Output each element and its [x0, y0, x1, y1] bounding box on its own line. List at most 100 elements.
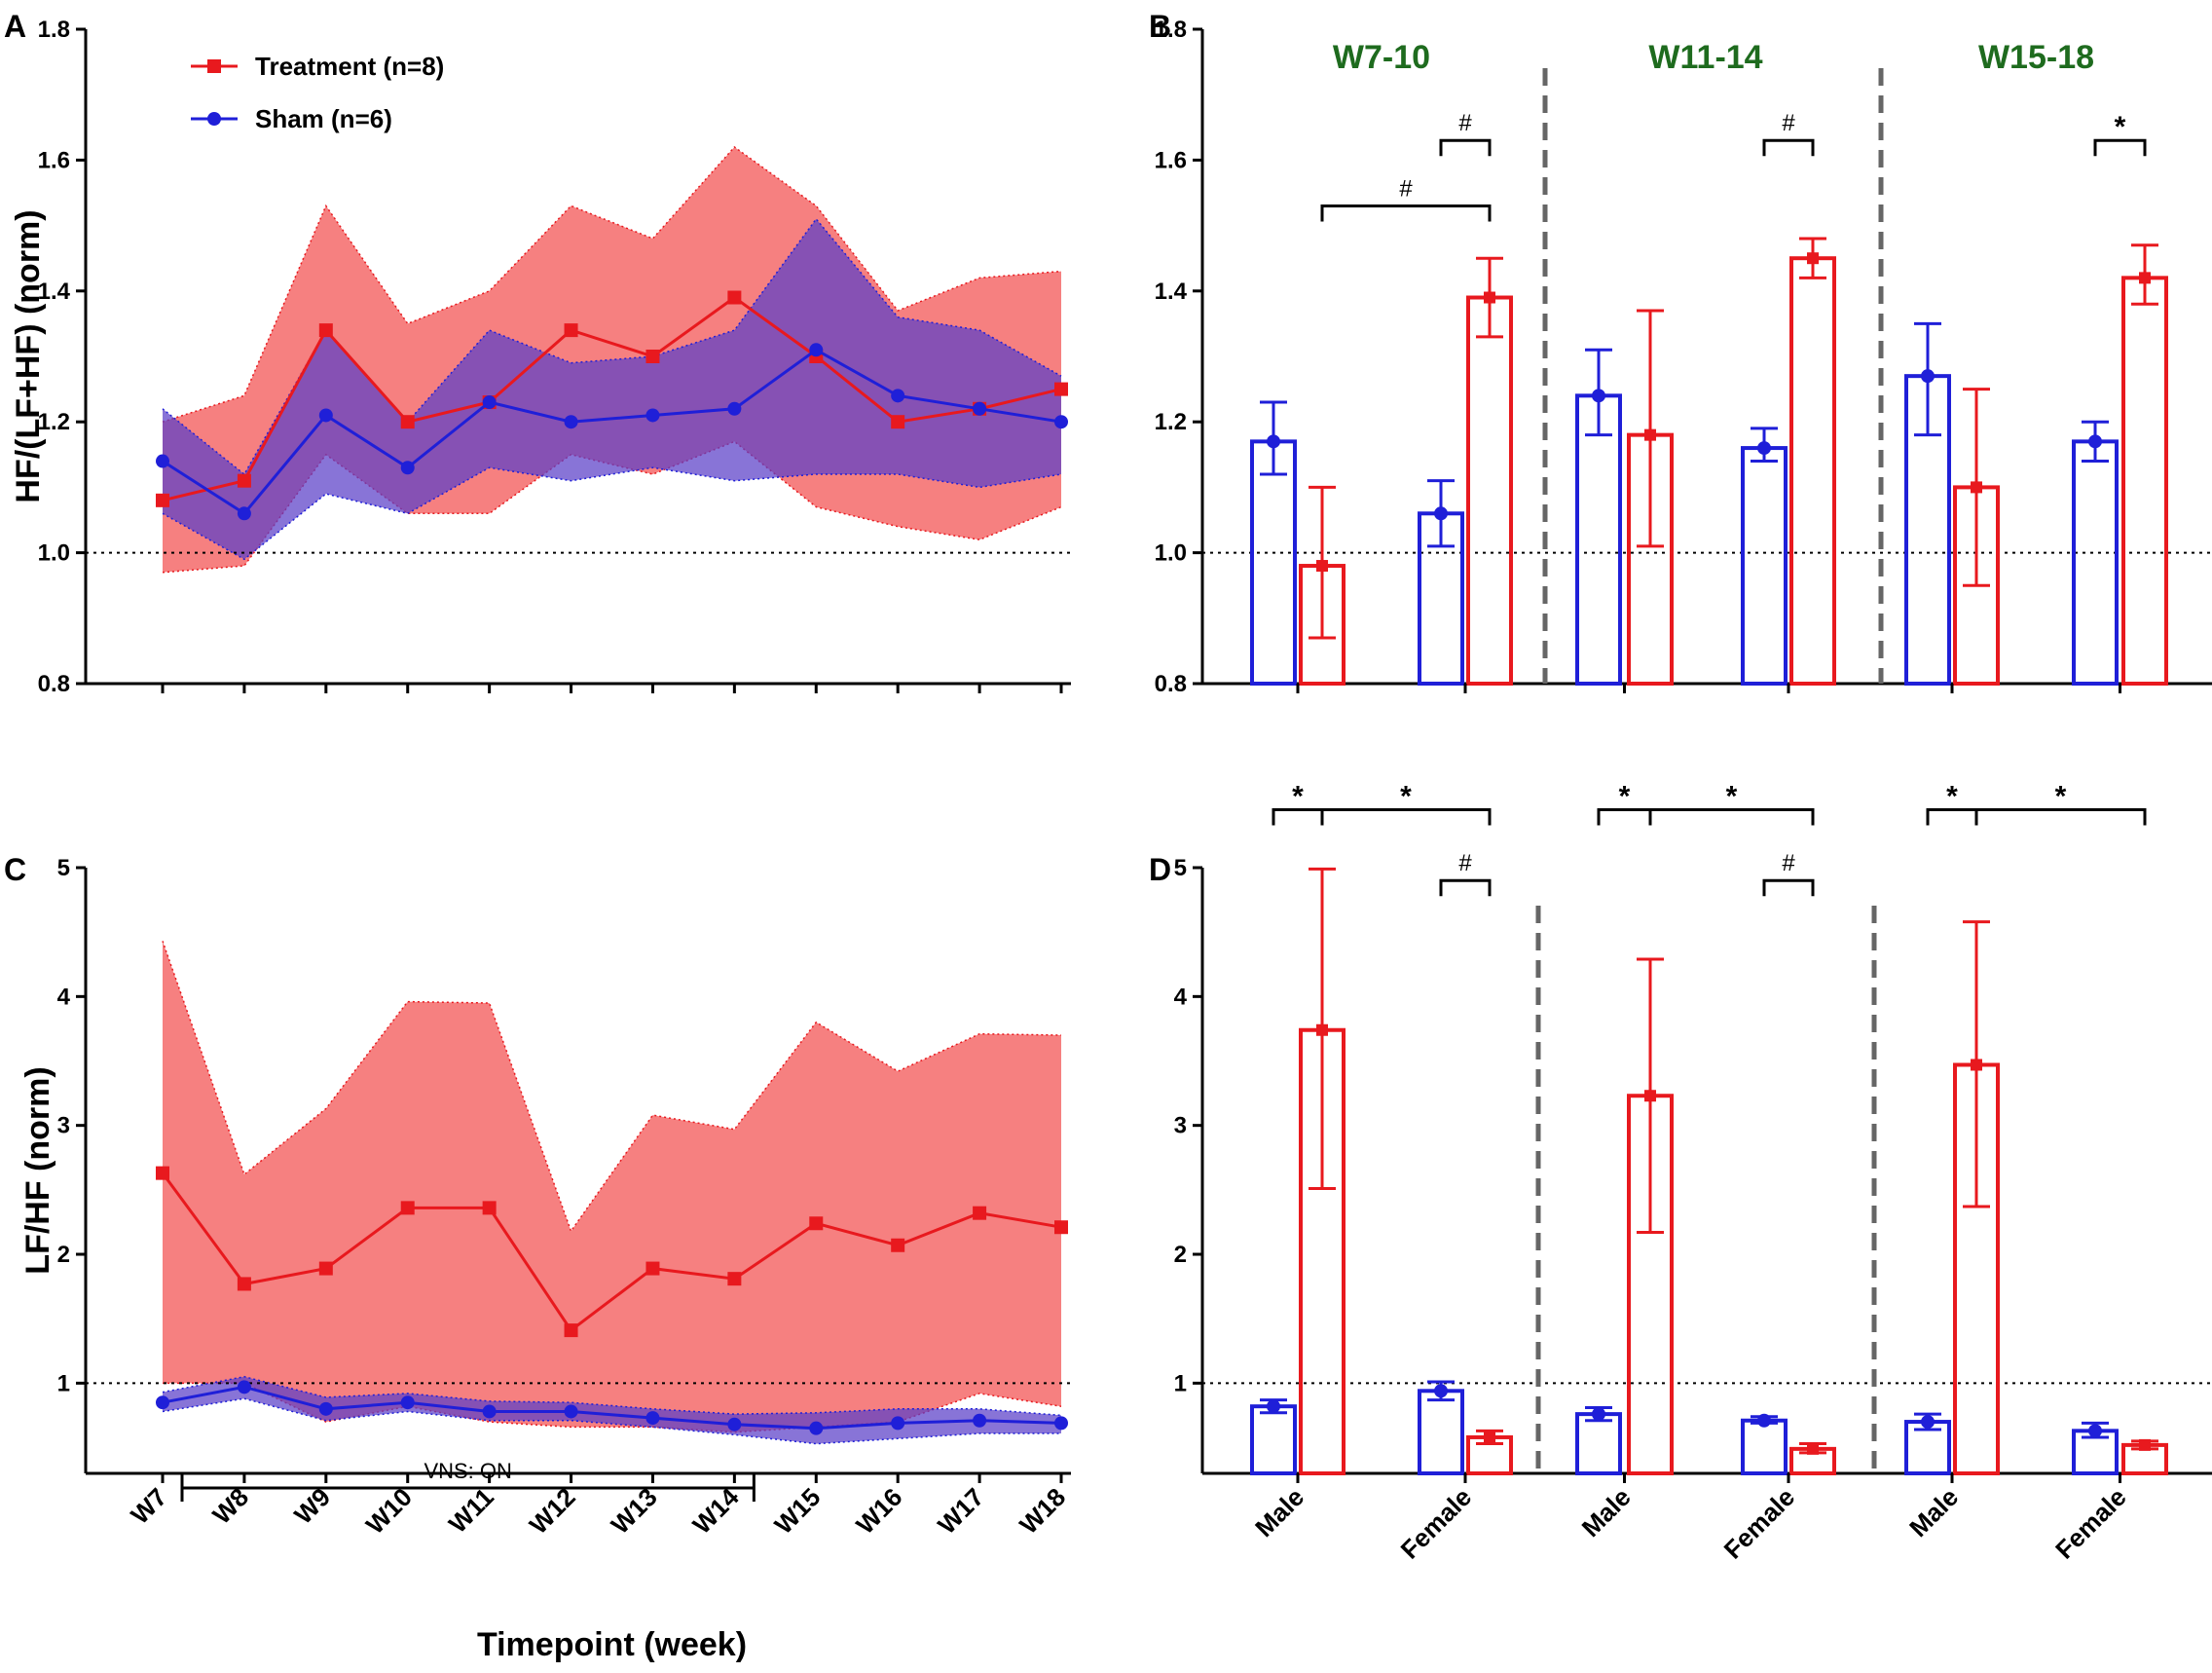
treatment-data-point — [400, 1201, 415, 1215]
sham-bar-female — [1741, 1418, 1788, 1476]
significance-marker: * — [2055, 780, 2067, 812]
sham-data-point — [1054, 415, 1068, 429]
y-tick-label: 1.2 — [38, 409, 70, 435]
mean-marker — [1921, 1415, 1935, 1430]
x-tick-label: W14 — [687, 1482, 745, 1540]
mean-marker — [1434, 506, 1448, 521]
significance-marker: # — [1458, 110, 1472, 136]
significance-marker: * — [1292, 780, 1304, 812]
mean-marker — [1592, 1407, 1605, 1422]
significance-marker: * — [1619, 780, 1631, 812]
legend-marker — [207, 59, 221, 73]
sham-band-lower-edge — [162, 466, 1062, 561]
mean-marker — [1434, 1384, 1448, 1398]
sham-bar-female — [1741, 446, 1788, 686]
legend-label: Sham (n=6) — [255, 104, 392, 133]
sham-data-point — [564, 415, 578, 429]
treatment-data-point — [809, 1216, 824, 1231]
significance-marker: # — [1458, 850, 1472, 876]
x-tick-label: W11 — [443, 1482, 499, 1539]
vns-label: VNS: ON — [424, 1459, 511, 1483]
mean-marker — [1757, 1413, 1771, 1428]
legend-label: Treatment (n=8) — [255, 52, 444, 81]
y-tick-label: 1.2 — [1155, 409, 1187, 435]
sham-series-line — [162, 1385, 1062, 1431]
mean-marker — [1484, 291, 1495, 304]
significance-bracket — [1439, 878, 1492, 897]
x-tick-label: W16 — [850, 1482, 907, 1540]
x-tick-label: W17 — [932, 1482, 989, 1540]
treatment-band-lower-edge — [162, 440, 1062, 574]
treatment-data-point — [645, 1261, 660, 1276]
significance-marker: * — [1400, 780, 1412, 812]
significance-bracket — [1648, 807, 1815, 826]
significance-bracket — [1762, 878, 1815, 897]
mean-marker — [1971, 1059, 1982, 1071]
period-label: W11-14 — [1648, 39, 1762, 76]
mean-marker — [1757, 441, 1771, 456]
sham-bar-male — [1575, 393, 1622, 686]
y-axis-title: HF/(LF+HF) (norm) — [10, 209, 47, 502]
x-category-label: Male — [1903, 1482, 1964, 1543]
treatment-data-point — [1054, 1220, 1068, 1235]
mean-marker — [2139, 272, 2151, 284]
sham-bar-female — [2072, 439, 2119, 686]
legend-marker — [207, 112, 221, 126]
treatment-data-point — [891, 415, 905, 429]
mean-marker — [2088, 434, 2102, 449]
mean-marker — [2139, 1438, 2151, 1451]
sham-data-point — [1054, 1416, 1068, 1431]
sham-data-point — [727, 1417, 742, 1431]
sham-data-point — [400, 461, 415, 475]
panel-letter: A — [4, 9, 26, 44]
y-tick-label: 4 — [57, 984, 71, 1010]
significance-bracket — [1974, 807, 2147, 826]
x-tick-label: W18 — [1014, 1482, 1071, 1540]
treatment-data-point — [564, 1323, 578, 1338]
treatment-data-point — [564, 323, 578, 338]
treatment-data-point — [482, 1201, 497, 1215]
treatment-data-point — [156, 1166, 169, 1180]
treatment-data-point — [237, 473, 251, 488]
period-label: W15-18 — [1978, 39, 2094, 76]
x-tick-label: W7 — [125, 1482, 172, 1530]
x-tick-label: W13 — [606, 1482, 663, 1540]
panel-letter: B — [1149, 9, 1171, 44]
sham-data-point — [156, 1395, 169, 1410]
y-tick-label: 1 — [57, 1370, 70, 1396]
x-tick-label: W10 — [360, 1482, 418, 1540]
sham-bar-male — [1250, 1404, 1297, 1476]
significance-bracket — [1320, 204, 1492, 222]
mean-marker — [1921, 369, 1935, 384]
treatment-data-point — [727, 1272, 742, 1286]
sham-data-point — [318, 408, 333, 423]
y-tick-label: 2 — [57, 1242, 70, 1268]
y-tick-label: 1.0 — [38, 540, 70, 567]
panel-letter: D — [1149, 852, 1171, 887]
treatment-data-point — [318, 1261, 333, 1276]
y-tick-label: 1.6 — [1155, 147, 1187, 173]
significance-marker: # — [1782, 110, 1795, 136]
mean-marker — [1267, 1399, 1280, 1414]
sham-data-point — [482, 1404, 497, 1419]
sham-data-point — [891, 389, 905, 403]
treatment-bar-female — [2121, 276, 2168, 686]
period-label: W7-10 — [1333, 39, 1430, 76]
mean-marker — [1644, 428, 1656, 441]
x-category-label: Male — [1249, 1482, 1309, 1543]
sham-data-point — [482, 395, 497, 410]
panel-a-chart: 0.8 1.0 1.2 1.4 1.6 1.8 HF/(LF+HF) (norm) Treat… — [4, 9, 1071, 697]
x-category-label: Male — [1576, 1482, 1637, 1543]
y-tick-label: 1.4 — [38, 279, 71, 305]
mean-marker — [1971, 481, 1982, 494]
y-tick-label: 0.8 — [1155, 671, 1187, 697]
mean-marker — [1267, 434, 1280, 449]
sham-data-point — [973, 401, 987, 416]
sham-band-upper-edge — [162, 1375, 1062, 1417]
sham-data-point — [809, 1421, 824, 1435]
y-tick-label: 1.0 — [1155, 540, 1187, 567]
mean-marker — [1807, 1442, 1819, 1455]
treatment-data-point — [891, 1238, 905, 1252]
